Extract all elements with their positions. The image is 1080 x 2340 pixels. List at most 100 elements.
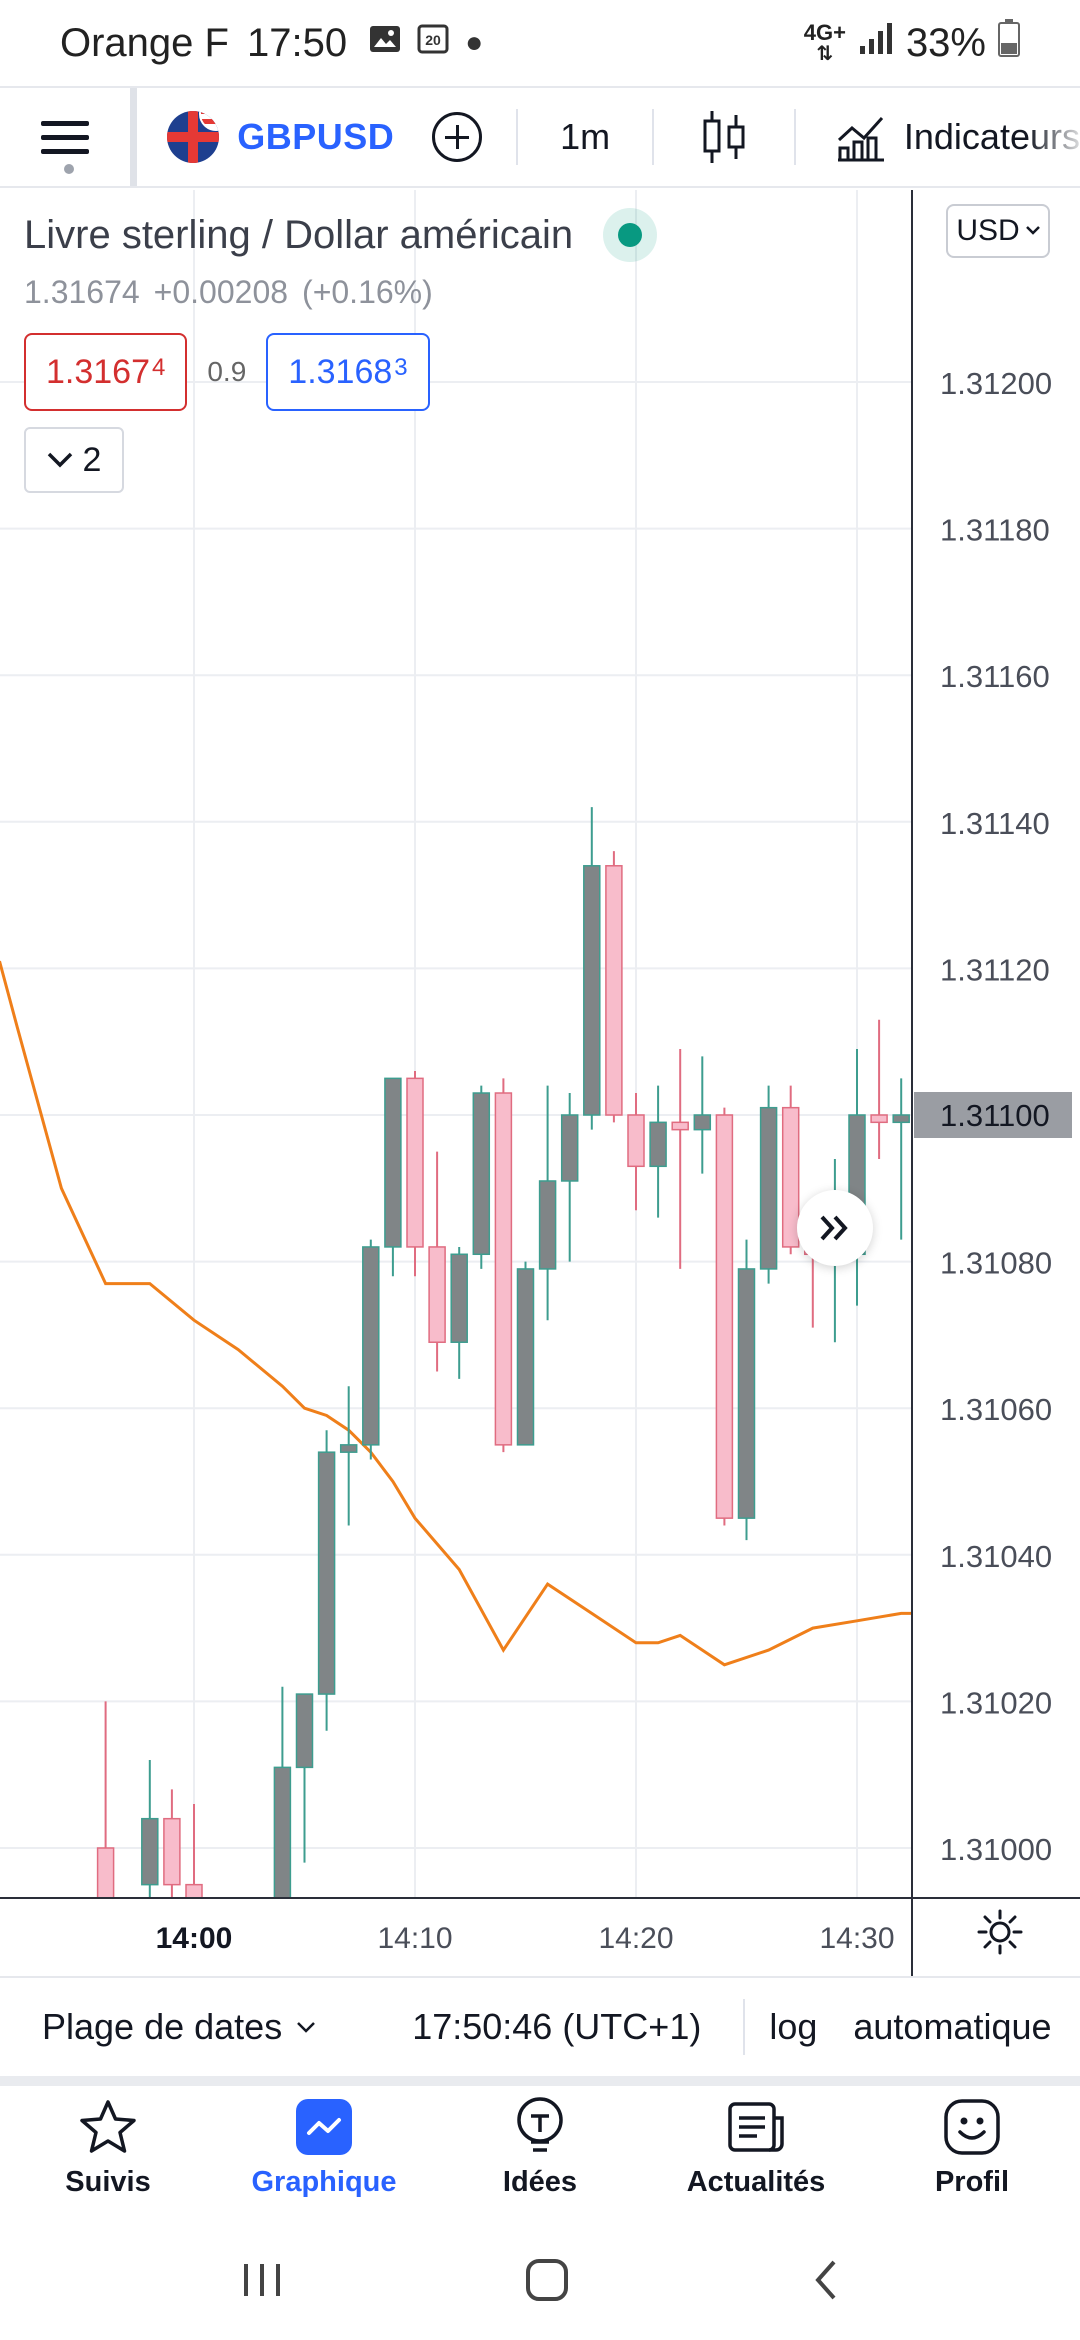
candle-up — [759, 1085, 778, 1284]
nav-item-idees[interactable]: Idées — [432, 2086, 648, 2220]
candle-body — [406, 1077, 424, 1248]
candle-body — [759, 1106, 778, 1270]
star-icon — [77, 2096, 139, 2158]
time-tick-label: 14:00 — [156, 1922, 233, 1955]
current-price-label: 1.31100 — [940, 1098, 1050, 1133]
interval-button[interactable]: 1m — [560, 116, 611, 157]
candle-body — [141, 1817, 159, 1886]
sell-button[interactable]: 1.3167 4 — [24, 333, 188, 411]
market-open-status-icon[interactable] — [603, 208, 658, 262]
date-range-button[interactable]: Plage de dates — [0, 2006, 316, 2048]
candle-up — [450, 1246, 468, 1379]
candle-down — [605, 851, 623, 1123]
candlestick-chart[interactable]: 1.31200 1.31180 1.31160 1.31140 1.31120 1.311… — [0, 190, 1080, 1976]
indicators-label: Indicateurs — [903, 116, 1080, 157]
chart-area[interactable]: 1.31200 1.31180 1.31160 1.31140 1.31120 1.311… — [0, 190, 1080, 1976]
candle-body — [384, 1077, 402, 1248]
candle-body — [737, 1268, 756, 1519]
nav-item-profil[interactable]: Profil — [864, 2086, 1080, 2220]
symbol-legend: Livre sterling / Dollar américain 1.3167… — [24, 208, 658, 493]
hamburger-icon — [40, 112, 89, 163]
candle-body — [892, 1114, 910, 1124]
scroll-to-realtime-button[interactable] — [797, 1190, 873, 1266]
notification-app-icon: 20 — [417, 24, 449, 62]
candle-body — [494, 1092, 513, 1446]
log-scale-toggle[interactable]: log — [769, 2006, 818, 2047]
toolbar-divider — [129, 88, 138, 186]
more-notifications-dot-icon: ● — [465, 26, 484, 59]
time-tick-label: 14:10 — [377, 1922, 452, 1955]
home-icon[interactable] — [523, 2258, 571, 2302]
candle-up — [848, 1049, 866, 1306]
timezone-clock-button[interactable]: 17:50:46 (UTC+1) — [412, 2006, 702, 2047]
nav-item-suivis[interactable]: Suivis — [0, 2086, 216, 2220]
nav-item-actualites[interactable]: Actualités — [648, 2086, 864, 2220]
back-icon[interactable] — [810, 2258, 840, 2302]
toolbar-divider — [516, 109, 519, 165]
price-tick-label: 1.31180 — [940, 513, 1050, 548]
candle-body — [450, 1253, 468, 1343]
info-divider — [743, 1999, 746, 2055]
candle-down — [96, 1701, 115, 1898]
candle-down — [428, 1151, 446, 1372]
price-tick-label: 1.31140 — [940, 806, 1050, 841]
candle-down — [494, 1078, 513, 1453]
recent-apps-icon[interactable] — [240, 2260, 284, 2300]
bottom-navigation: Suivis Graphique Idées Actualités Profil — [0, 2086, 1080, 2220]
candle-up — [892, 1078, 910, 1240]
candle-body — [339, 1444, 358, 1453]
candle-body — [781, 1106, 800, 1248]
news-icon — [725, 2096, 787, 2158]
auto-scale-toggle[interactable]: automatique — [853, 2006, 1052, 2047]
indicators-button[interactable]: Indicateurs — [796, 112, 1080, 162]
system-navigation-bar — [0, 2220, 1080, 2340]
candle-body — [273, 1766, 292, 1898]
signal-icon — [858, 21, 894, 66]
currency-selector[interactable]: USD — [946, 204, 1050, 258]
price-tick-label: 1.31080 — [940, 1246, 1052, 1281]
chart-type-button[interactable] — [654, 88, 794, 186]
carrier-name: Orange F — [60, 20, 229, 65]
candle-body — [96, 1847, 115, 1898]
time-tick-label: 14:30 — [819, 1922, 894, 1955]
nav-item-graphique[interactable]: Graphique — [216, 2086, 432, 2220]
candle-body — [295, 1693, 314, 1769]
candle-body — [538, 1180, 557, 1270]
compare-symbol-button[interactable] — [420, 88, 516, 186]
smiley-icon — [941, 2096, 1003, 2158]
candle-body — [516, 1268, 535, 1446]
nav-label: Graphique — [251, 2166, 397, 2198]
sell-price-pip: 4 — [152, 354, 166, 381]
chart-settings-gear-icon[interactable] — [976, 1908, 1024, 1956]
menu-badge-dot — [64, 164, 74, 174]
status-time: 17:50 — [246, 20, 348, 65]
buy-button[interactable]: 1.3168 3 — [266, 333, 430, 411]
time-tick-label: 14:20 — [598, 1922, 673, 1955]
battery-percent: 33% — [905, 20, 986, 65]
candle-up — [273, 1686, 292, 1898]
chart-icon — [293, 2096, 355, 2158]
candle-up — [317, 1430, 336, 1731]
gbp-usd-flag-icon — [167, 111, 220, 163]
symbol-selector[interactable]: GBPUSD — [137, 88, 420, 186]
chevron-down-icon — [1025, 226, 1040, 235]
buy-price-pip: 3 — [394, 354, 408, 381]
price-tick-label: 1.31000 — [940, 1832, 1052, 1867]
candle-up — [339, 1386, 358, 1526]
battery-icon — [998, 19, 1020, 67]
quote-line: 1.31674 +0.00208 (+0.16%) — [24, 274, 657, 311]
indicators-collapse-button[interactable]: 2 — [24, 427, 124, 493]
price-axis: 1.31200 1.31180 1.31160 1.31140 1.31120 1.311… — [0, 190, 1080, 1976]
svg-text:20: 20 — [425, 32, 441, 48]
candle-up — [472, 1085, 491, 1269]
candle-down — [185, 1804, 203, 1898]
candle-up — [362, 1239, 380, 1460]
candle-up — [384, 1077, 402, 1277]
chevron-down-icon — [297, 2022, 316, 2033]
menu-button[interactable] — [0, 88, 130, 186]
candle-body — [163, 1817, 181, 1886]
chevron-down-icon — [47, 452, 72, 468]
symbol-label: GBPUSD — [237, 116, 395, 157]
double-chevron-right-icon — [820, 1215, 848, 1241]
